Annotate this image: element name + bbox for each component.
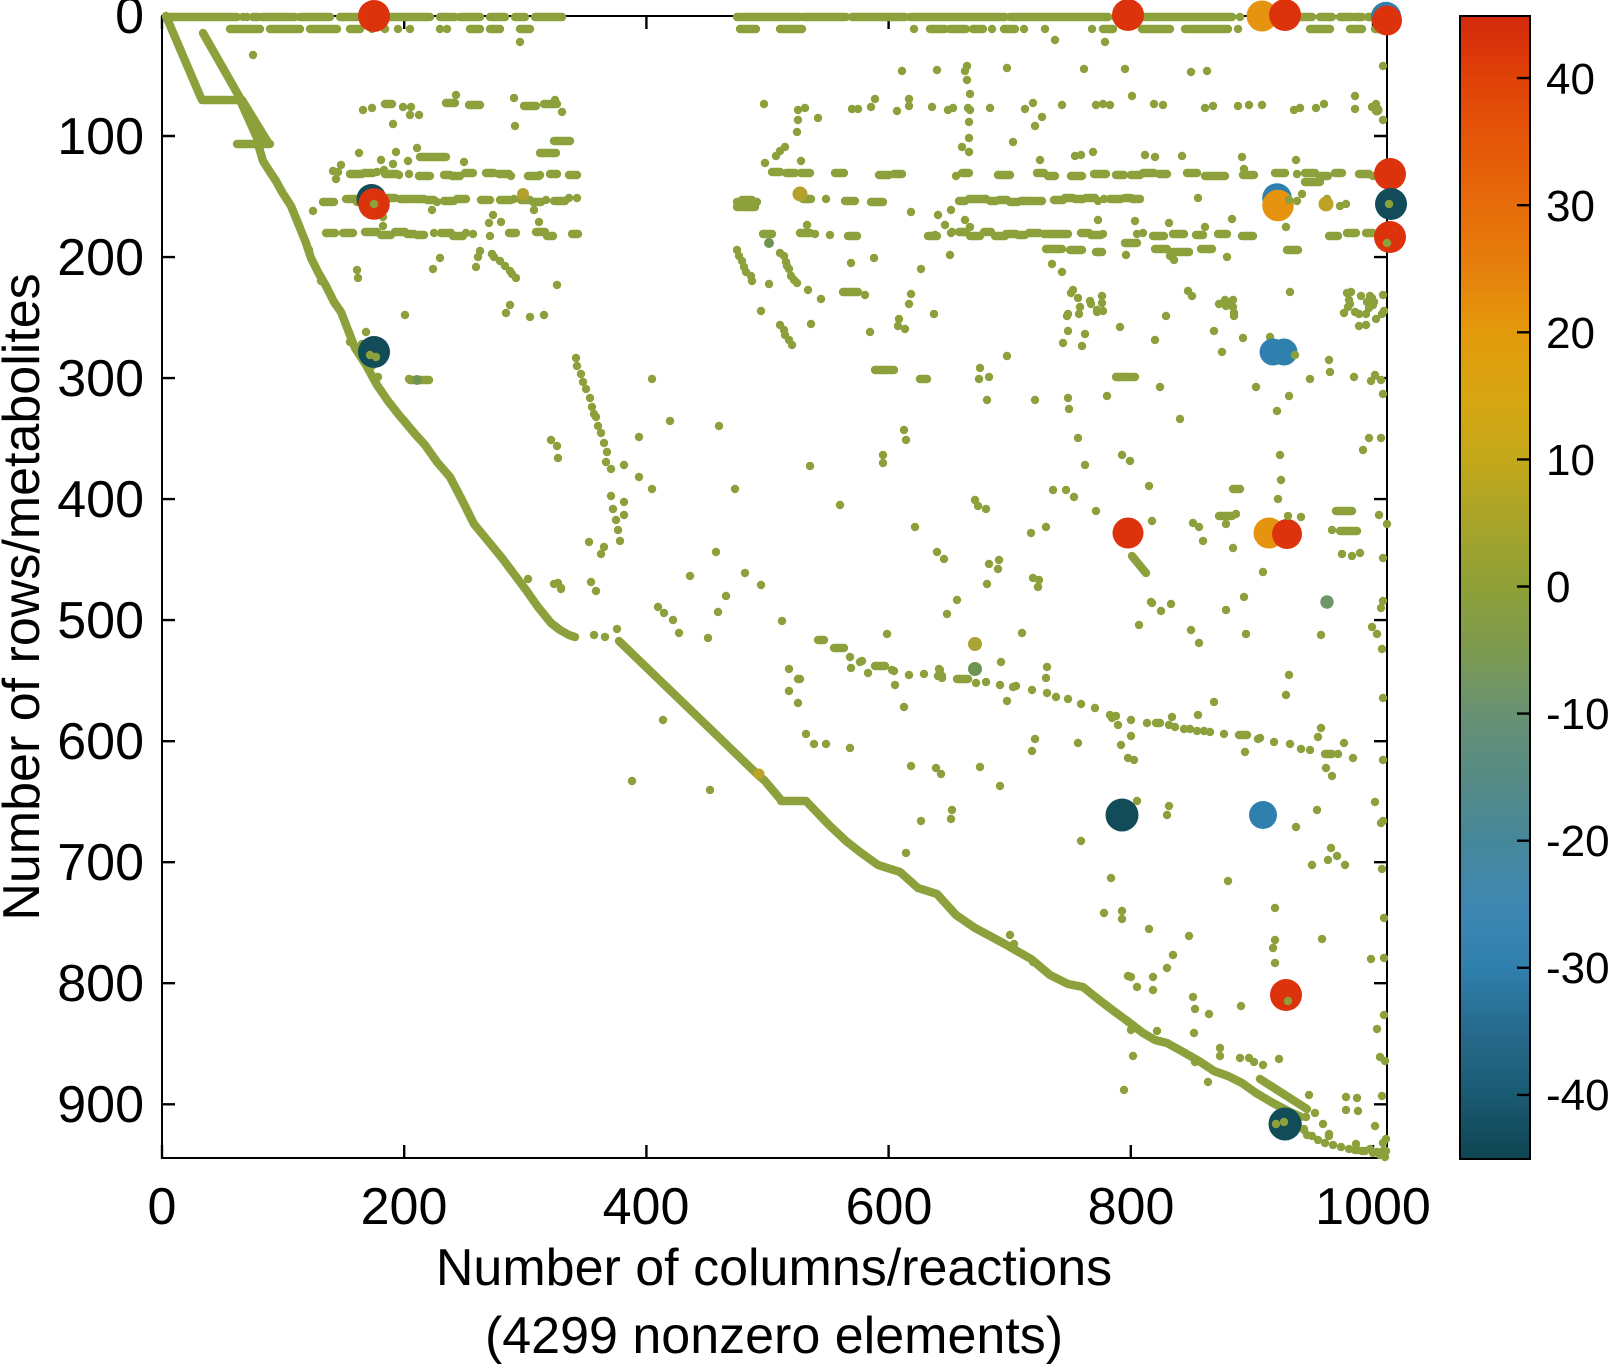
svg-text:200: 200 (57, 229, 144, 287)
svg-text:100: 100 (57, 108, 144, 166)
svg-text:20: 20 (1546, 309, 1595, 358)
svg-text:-30: -30 (1546, 944, 1608, 993)
svg-text:400: 400 (57, 471, 144, 529)
svg-text:40: 40 (1546, 55, 1595, 104)
svg-text:Number of columns/reactions: Number of columns/reactions (436, 1239, 1112, 1297)
svg-text:500: 500 (57, 592, 144, 650)
svg-text:900: 900 (57, 1076, 144, 1134)
svg-text:(4299 nonzero elements): (4299 nonzero elements) (485, 1307, 1063, 1365)
svg-text:1000: 1000 (1315, 1178, 1431, 1236)
svg-text:0: 0 (115, 0, 144, 45)
svg-text:-20: -20 (1546, 817, 1608, 866)
svg-text:300: 300 (57, 350, 144, 408)
svg-text:400: 400 (603, 1178, 690, 1236)
svg-text:200: 200 (361, 1178, 448, 1236)
svg-text:0: 0 (148, 1178, 177, 1236)
svg-text:10: 10 (1546, 436, 1595, 485)
svg-text:Number of rows/metabolites: Number of rows/metabolites (0, 273, 51, 920)
svg-text:600: 600 (846, 1178, 933, 1236)
svg-text:0: 0 (1546, 563, 1570, 612)
svg-text:600: 600 (57, 713, 144, 771)
svg-text:-40: -40 (1546, 1071, 1608, 1120)
svg-text:30: 30 (1546, 182, 1595, 231)
svg-text:-10: -10 (1546, 690, 1608, 739)
svg-text:800: 800 (1088, 1178, 1175, 1236)
svg-text:800: 800 (57, 955, 144, 1013)
svg-text:700: 700 (57, 834, 144, 892)
